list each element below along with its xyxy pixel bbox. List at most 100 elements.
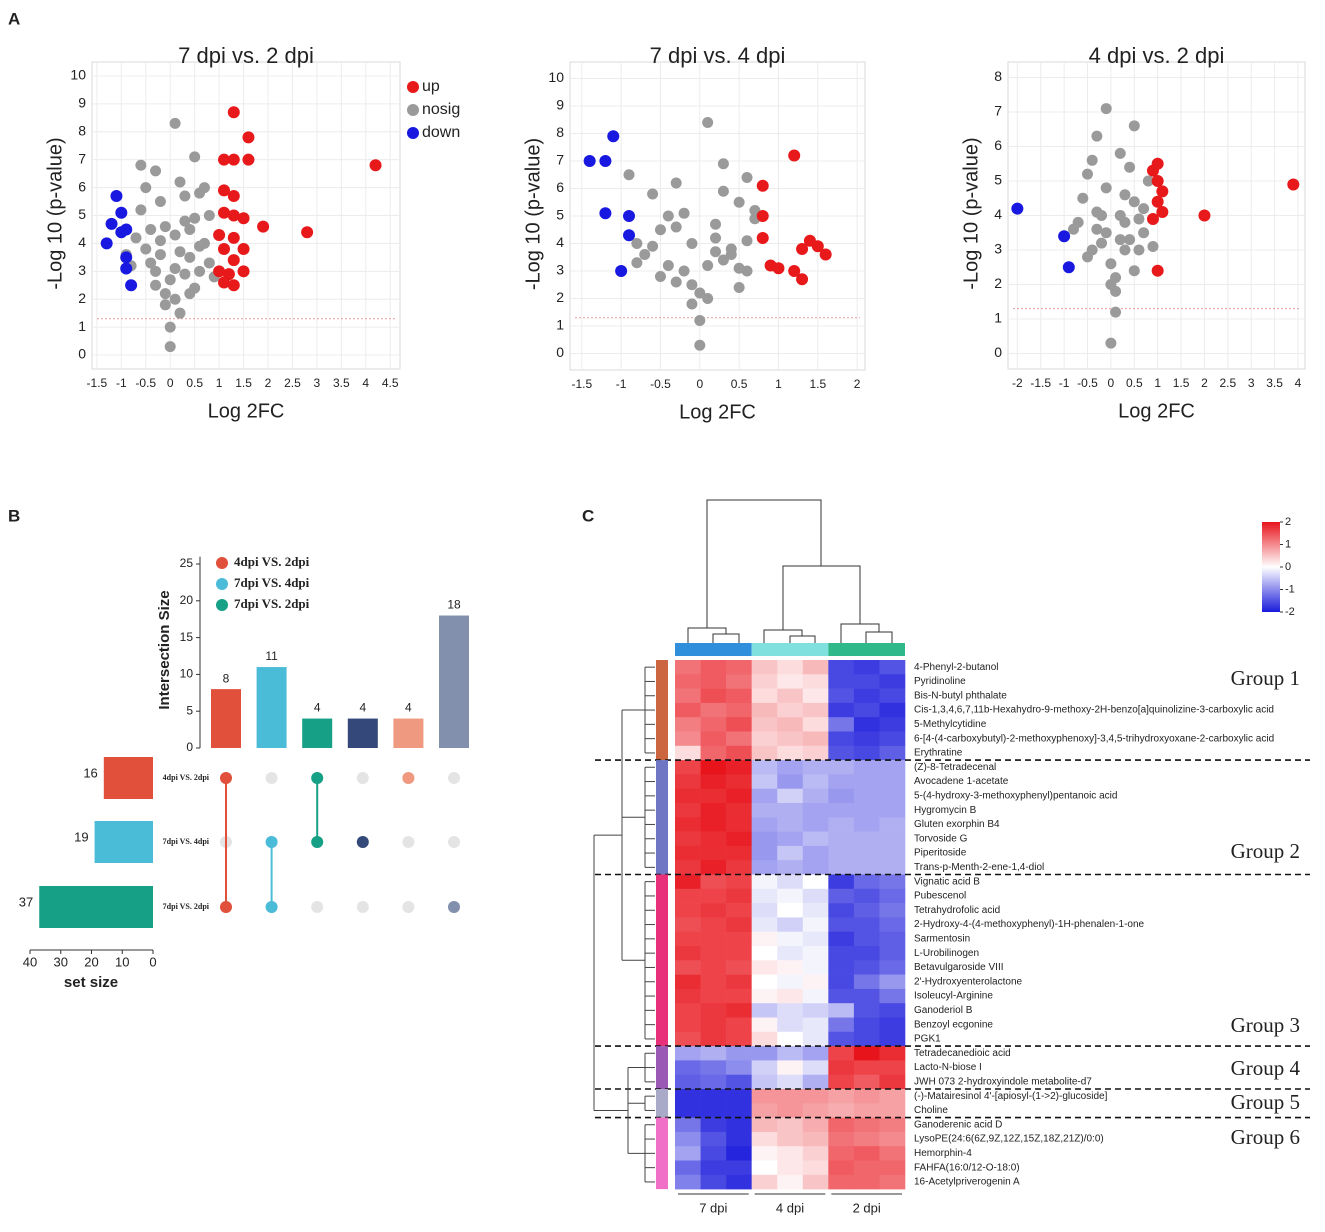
point (105, 217, 118, 230)
row-label: 5-(4-hydroxy-3-methoxyphenyl)pentanoic a… (914, 790, 1117, 801)
point (169, 293, 181, 305)
heat-cell (675, 960, 701, 975)
heat-cell (751, 1103, 778, 1118)
point (154, 196, 166, 208)
point (1114, 147, 1126, 159)
y-tick-label: 10 (70, 67, 86, 83)
point (1287, 178, 1300, 191)
row-label: Erythratine (914, 748, 963, 759)
row-label: Sarmentosin (914, 933, 970, 944)
heat-cell (853, 760, 880, 775)
point (1146, 164, 1159, 177)
heat-cell (777, 1017, 804, 1033)
x-tick-label: -1 (1059, 376, 1070, 390)
bar (211, 689, 241, 748)
point (301, 226, 314, 239)
point (198, 182, 210, 194)
heat-cell (828, 1017, 855, 1033)
x-tick-label: 0 (1108, 376, 1115, 390)
matrix-dot (265, 901, 278, 913)
point (710, 218, 722, 230)
heat-cell (853, 745, 880, 761)
heat-cell (879, 1074, 906, 1090)
heat-cell (802, 717, 829, 732)
heat-cell (802, 931, 829, 947)
point (662, 210, 674, 222)
value-label: 8 (223, 671, 230, 685)
point (1128, 265, 1140, 277)
heat-cell (726, 1089, 752, 1104)
heat-cell (777, 1031, 804, 1047)
x-tick-label: 2.5 (1219, 376, 1236, 390)
heat-cell (802, 1103, 829, 1118)
heat-cell (726, 831, 752, 847)
heat-cell (700, 1146, 727, 1161)
point (145, 223, 157, 235)
heat-cell (675, 717, 701, 732)
heat-cell (751, 831, 778, 847)
point (189, 212, 201, 224)
heat-cell (853, 903, 880, 918)
point (1119, 216, 1131, 228)
heat-cell (802, 688, 829, 704)
heat-cell (675, 803, 701, 818)
heat-cell (675, 1003, 701, 1018)
heat-cell (675, 1131, 701, 1147)
heat-cell (802, 946, 829, 961)
heat-cell (828, 817, 855, 832)
heat-cell (879, 760, 906, 775)
group-label: Group 2 (1231, 839, 1300, 863)
heat-cell (879, 817, 906, 832)
heat-cell (751, 1003, 778, 1018)
panel-label: C (582, 506, 594, 525)
heat-cell (777, 1103, 804, 1118)
row-label: FAHFA(16:0/12-O-18:0) (914, 1162, 1020, 1173)
heat-cell (853, 1160, 880, 1176)
heat-cell (828, 1146, 855, 1161)
point (120, 223, 133, 236)
point (237, 242, 250, 255)
heat-cell (700, 1160, 727, 1176)
legend-swatch (407, 104, 419, 116)
heat-cell (777, 1060, 804, 1075)
value-label: 4 (359, 701, 366, 715)
point (218, 184, 230, 197)
column-group-label: 2 dpi (853, 1200, 881, 1215)
heat-cell (853, 860, 880, 875)
heat-cell (879, 1017, 906, 1033)
point (179, 215, 191, 227)
heat-cell (777, 988, 804, 1004)
heat-cell (777, 817, 804, 832)
heat-cell (700, 988, 727, 1004)
heat-cell (853, 1174, 880, 1190)
group-sidebar (656, 1089, 668, 1118)
point (1124, 234, 1136, 246)
colorbar (1262, 522, 1280, 612)
x-tick-label: 3.5 (1266, 376, 1283, 390)
y-axis-label: -Log 10 (p-value) (522, 138, 544, 290)
legend-swatch (216, 557, 228, 569)
heat-cell (777, 760, 804, 775)
heat-cell (675, 817, 701, 832)
point (369, 159, 382, 172)
heat-cell (675, 1031, 701, 1047)
heat-cell (700, 660, 727, 675)
point (194, 265, 206, 277)
heat-cell (751, 760, 778, 775)
heat-cell (751, 803, 778, 818)
set-bar (94, 821, 153, 863)
heat-cell (879, 1174, 906, 1190)
heat-cell (802, 1031, 829, 1047)
heat-cell (726, 931, 752, 947)
point (717, 254, 729, 266)
column-group-bar (751, 643, 829, 656)
heat-cell (700, 1089, 727, 1104)
point (1082, 251, 1094, 263)
point (670, 177, 682, 189)
legend-label: nosig (422, 101, 460, 118)
point (1091, 206, 1103, 218)
heat-cell (853, 774, 880, 789)
chart-title: 7 dpi vs. 2 dpi (178, 43, 314, 68)
point (623, 229, 635, 242)
